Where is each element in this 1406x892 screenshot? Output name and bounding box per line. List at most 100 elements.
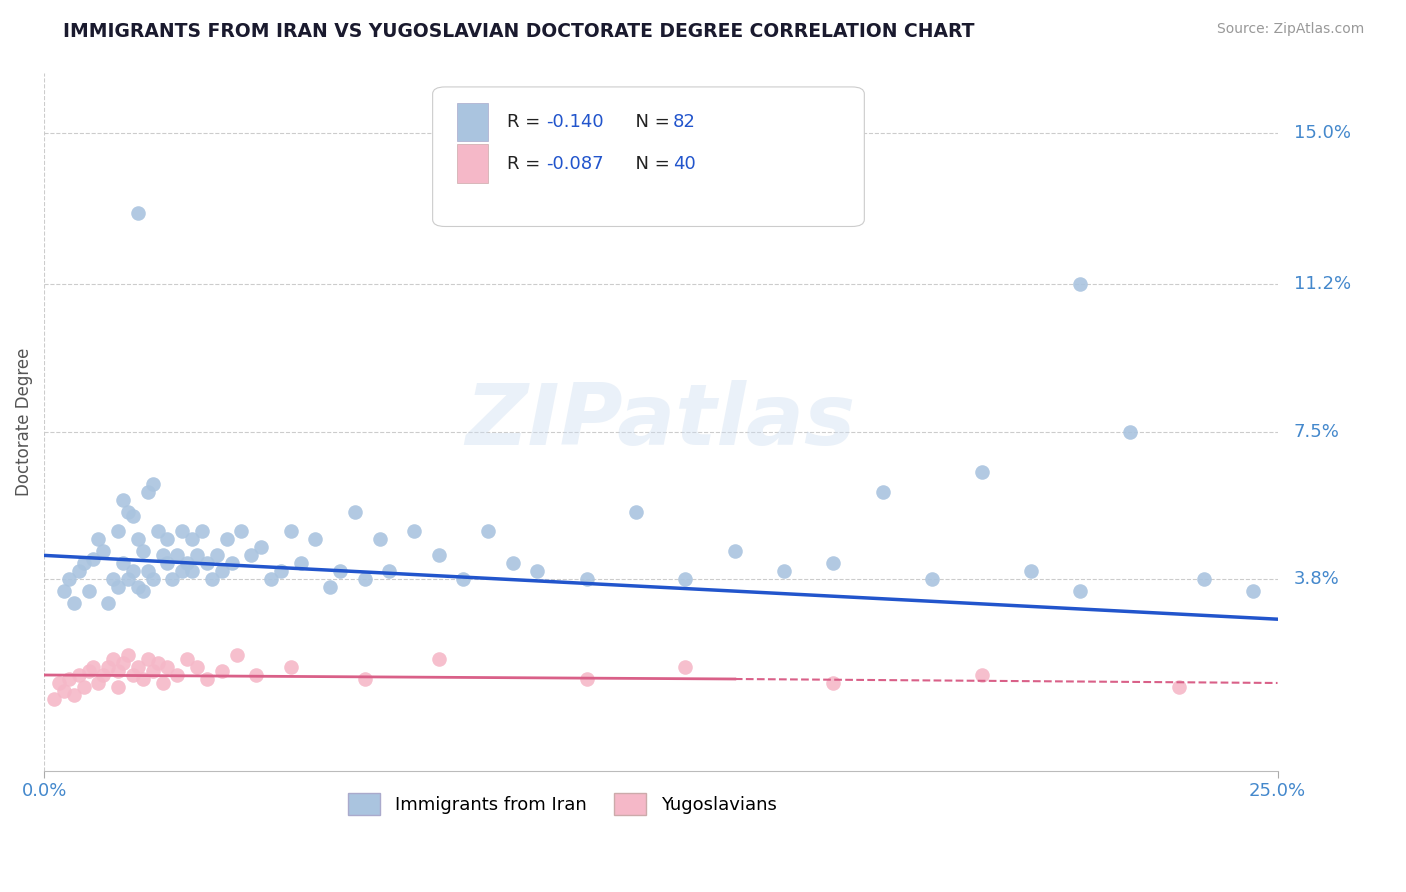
Point: [82, 552, 104, 566]
Point: [427, 549, 450, 563]
Point: [176, 557, 198, 571]
Point: [215, 533, 238, 547]
Point: [127, 205, 149, 219]
Point: [91, 668, 114, 682]
Point: [176, 652, 198, 666]
Point: [1241, 584, 1264, 599]
Point: [453, 572, 475, 586]
Point: [1069, 277, 1091, 292]
Point: [270, 565, 292, 579]
Point: [142, 664, 165, 678]
Point: [112, 492, 135, 507]
Text: 7.5%: 7.5%: [1294, 423, 1340, 441]
Point: [675, 572, 697, 586]
Point: [343, 504, 366, 518]
Point: [117, 504, 139, 518]
Point: [122, 508, 145, 523]
Point: [872, 484, 894, 499]
Point: [231, 524, 253, 539]
Point: [142, 572, 165, 586]
Point: [117, 648, 139, 662]
Point: [107, 524, 129, 539]
Point: [72, 680, 94, 694]
Point: [107, 680, 129, 694]
Point: [1192, 572, 1215, 586]
Point: [195, 557, 218, 571]
Point: [112, 656, 135, 670]
FancyBboxPatch shape: [457, 145, 488, 183]
Point: [52, 584, 75, 599]
Point: [132, 672, 155, 686]
Point: [181, 565, 204, 579]
Point: [280, 660, 302, 674]
Point: [319, 580, 342, 594]
Point: [970, 465, 993, 479]
Text: 40: 40: [673, 154, 696, 173]
Text: Source: ZipAtlas.com: Source: ZipAtlas.com: [1216, 22, 1364, 37]
Point: [205, 549, 228, 563]
Point: [427, 652, 450, 666]
Point: [201, 572, 224, 586]
Point: [42, 692, 65, 706]
Point: [290, 557, 312, 571]
Point: [172, 565, 194, 579]
Point: [260, 572, 283, 586]
Point: [62, 596, 84, 610]
Point: [152, 676, 174, 690]
Text: IMMIGRANTS FROM IRAN VS YUGOSLAVIAN DOCTORATE DEGREE CORRELATION CHART: IMMIGRANTS FROM IRAN VS YUGOSLAVIAN DOCT…: [63, 22, 974, 41]
Legend: Immigrants from Iran, Yugoslavians: Immigrants from Iran, Yugoslavians: [339, 784, 786, 824]
Point: [526, 565, 548, 579]
Point: [77, 664, 100, 678]
Point: [107, 664, 129, 678]
Point: [575, 572, 598, 586]
Point: [87, 533, 110, 547]
Point: [191, 524, 214, 539]
Point: [62, 688, 84, 702]
Point: [136, 484, 159, 499]
Point: [58, 672, 80, 686]
Point: [181, 533, 204, 547]
Text: -0.140: -0.140: [546, 112, 603, 131]
Point: [97, 596, 120, 610]
Point: [156, 660, 179, 674]
Point: [67, 668, 90, 682]
Point: [221, 557, 243, 571]
Point: [225, 648, 247, 662]
Point: [1167, 680, 1189, 694]
Point: [101, 572, 124, 586]
Point: [773, 565, 796, 579]
Point: [132, 544, 155, 558]
Text: R =: R =: [506, 112, 546, 131]
Point: [624, 504, 647, 518]
Text: R =: R =: [506, 154, 546, 173]
Point: [146, 524, 169, 539]
FancyBboxPatch shape: [457, 103, 488, 141]
Point: [127, 580, 149, 594]
Point: [329, 565, 352, 579]
Point: [1118, 425, 1140, 439]
Point: [91, 544, 114, 558]
Point: [132, 584, 155, 599]
Point: [368, 533, 391, 547]
Point: [195, 672, 218, 686]
Point: [82, 660, 104, 674]
Point: [250, 541, 273, 555]
Point: [304, 533, 326, 547]
Point: [1019, 565, 1042, 579]
Point: [211, 664, 233, 678]
Point: [378, 565, 401, 579]
Text: 15.0%: 15.0%: [1294, 124, 1351, 142]
Point: [823, 676, 845, 690]
Point: [67, 565, 90, 579]
Text: ZIPatlas: ZIPatlas: [465, 380, 856, 463]
Point: [136, 652, 159, 666]
Point: [186, 549, 208, 563]
Point: [127, 660, 149, 674]
Text: 11.2%: 11.2%: [1294, 276, 1351, 293]
Point: [477, 524, 499, 539]
Point: [502, 557, 524, 571]
Point: [152, 549, 174, 563]
Point: [146, 656, 169, 670]
Text: N =: N =: [624, 154, 675, 173]
Point: [240, 549, 263, 563]
